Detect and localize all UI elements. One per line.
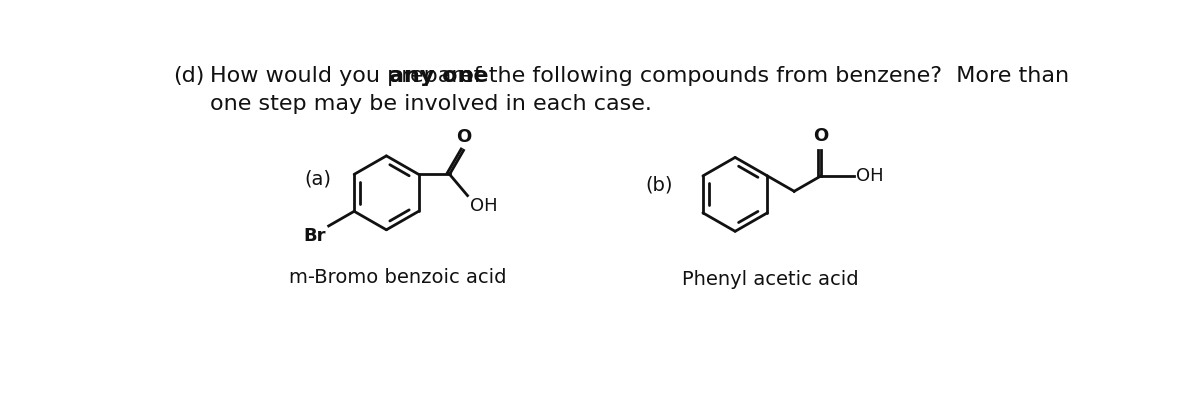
Text: Phenyl acetic acid: Phenyl acetic acid (682, 270, 858, 289)
Text: m-Bromo benzoic acid: m-Bromo benzoic acid (289, 268, 506, 287)
Text: How would you prepare: How would you prepare (210, 66, 481, 86)
Text: OH: OH (856, 167, 883, 185)
Text: (a): (a) (305, 169, 331, 188)
Text: O: O (456, 128, 472, 146)
Text: (b): (b) (646, 176, 673, 195)
Text: Br: Br (304, 228, 326, 245)
Text: OH: OH (470, 197, 498, 215)
Text: (d): (d) (173, 66, 205, 86)
Text: any one: any one (390, 66, 488, 86)
Text: one step may be involved in each case.: one step may be involved in each case. (210, 94, 653, 114)
Text: of the following compounds from benzene?  More than: of the following compounds from benzene?… (454, 66, 1069, 86)
Text: O: O (814, 127, 829, 145)
